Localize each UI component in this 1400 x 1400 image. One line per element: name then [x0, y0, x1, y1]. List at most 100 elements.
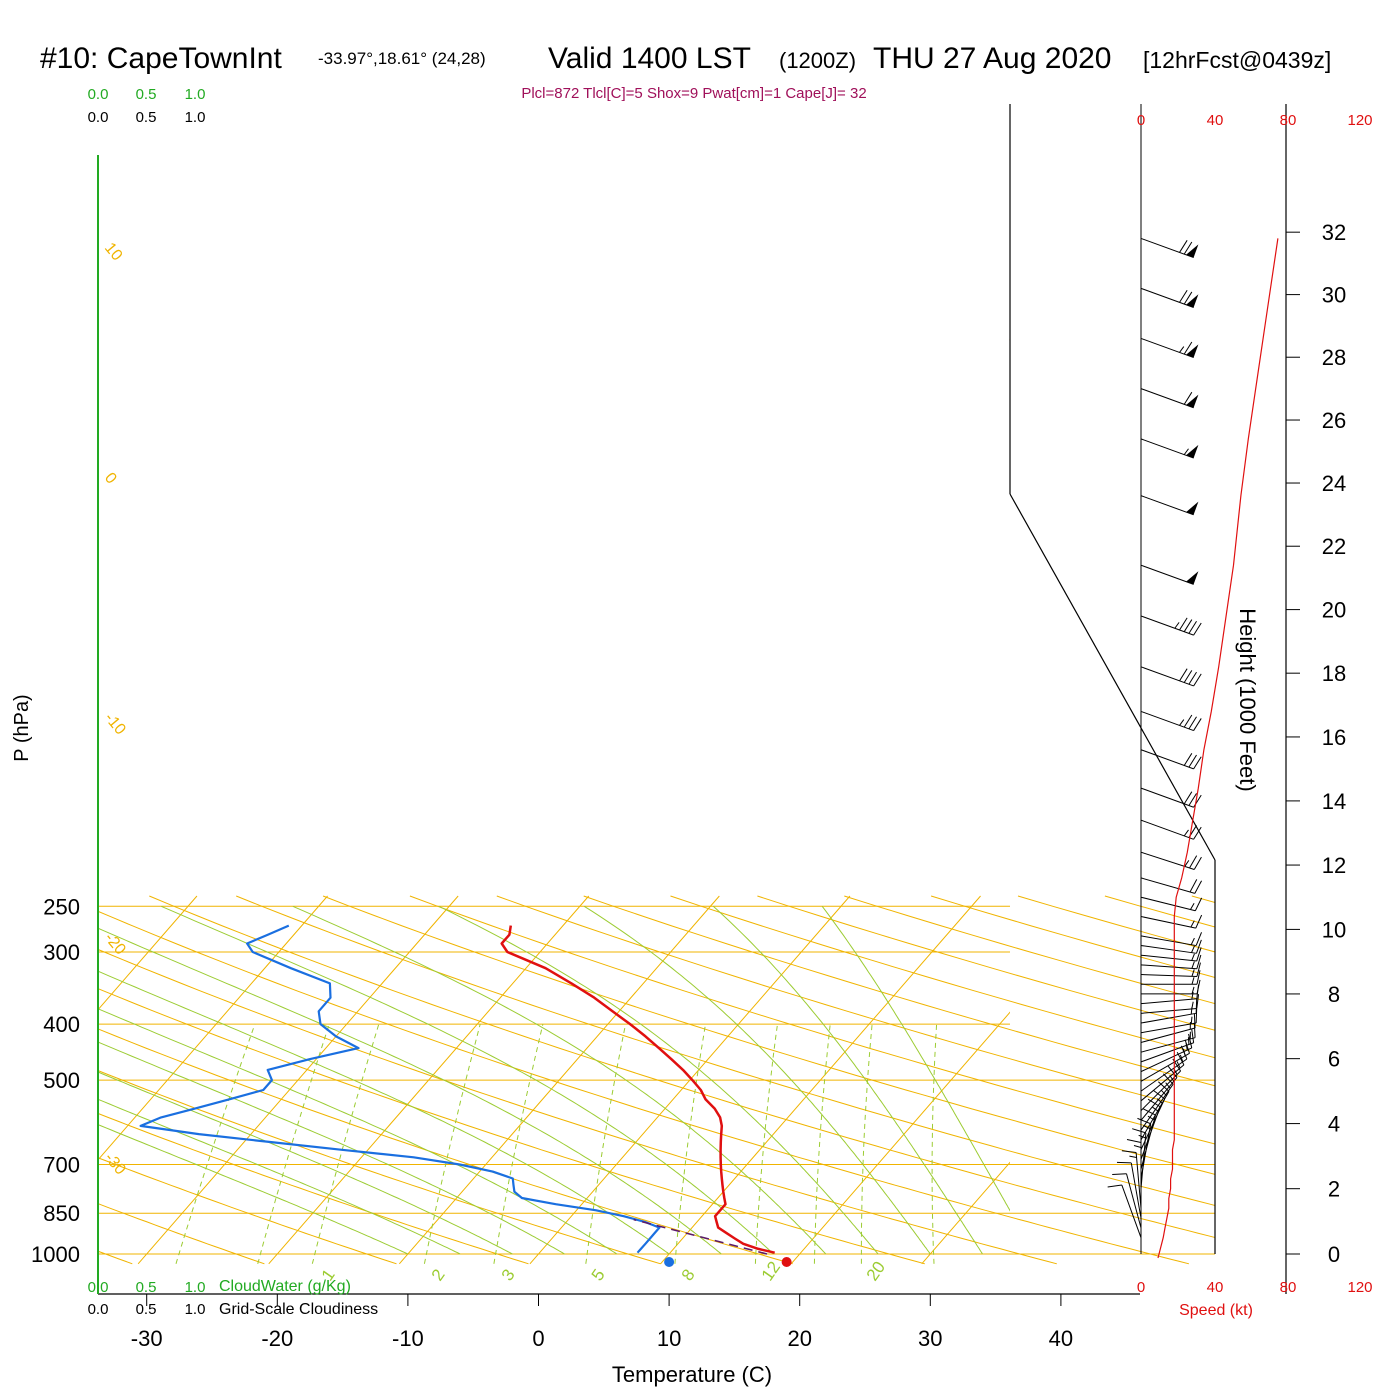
barb-half: [1179, 719, 1185, 726]
stability-indices: Plcl=872 Tlcl[C]=5 Shox=9 Pwat[cm]=1 Cap…: [521, 85, 866, 102]
barb-full: [1179, 617, 1188, 631]
barb-staff: [1140, 1042, 1194, 1063]
cloud-water-label: CloudWater (g/Kg): [219, 1278, 351, 1295]
height-tick-label: 10: [1322, 917, 1346, 942]
barb-half: [1191, 1001, 1194, 1009]
barb-full: [1116, 1161, 1132, 1164]
barb-half: [1190, 937, 1195, 945]
barb-staff: [1140, 666, 1194, 687]
y-tick-label: 700: [43, 1153, 80, 1178]
barb-staff: [1140, 710, 1194, 732]
barb-staff: [1140, 896, 1196, 912]
barb-half: [1187, 1037, 1190, 1045]
barb-full: [1188, 1033, 1193, 1049]
wind-barb: [1140, 388, 1199, 409]
height-tick-label: 4: [1328, 1112, 1340, 1137]
isotherm-lines: 10 0 -10 -20 -30: [98, 240, 1010, 1265]
isotherm-line: [790, 1011, 1010, 1265]
barb-staff: [1140, 945, 1197, 954]
barb-flag: [1186, 501, 1199, 515]
dry-adiabat-line: [496, 895, 1215, 1265]
surface-dewpoint-point: [664, 1257, 675, 1267]
cloudiness-tick: 0.0: [88, 1301, 109, 1318]
wind-barb: [1140, 749, 1202, 770]
dry-adiabat-line: [98, 895, 793, 1265]
barb-full: [1183, 619, 1193, 632]
barb-full: [1188, 754, 1197, 768]
cloudiness-label: Grid-Scale Cloudiness: [219, 1301, 378, 1318]
barb-full: [1183, 791, 1193, 805]
dry-adiabat-line: [149, 895, 1215, 1265]
moist-adiabat-line: [292, 905, 827, 1255]
barb-full: [1196, 970, 1201, 985]
barb-half: [1184, 860, 1190, 867]
barb-half: [1190, 902, 1195, 910]
barb-half: [1133, 1144, 1142, 1148]
barb-full: [1126, 1138, 1142, 1143]
barb-full: [1196, 979, 1201, 995]
x-tick-label: -20: [261, 1326, 293, 1351]
x-tick-label: 0: [532, 1326, 544, 1351]
barb-half: [1191, 961, 1195, 969]
barb-full: [1196, 994, 1200, 1009]
barb-full: [1179, 240, 1188, 253]
wind-barb: [1140, 954, 1202, 970]
mixing-ratio-label: 8: [678, 1266, 699, 1285]
dry-adiabat-line: [98, 895, 529, 1265]
barb-full: [1193, 856, 1202, 870]
dry-adiabat-line: [1279, 896, 1400, 1264]
cloudiness-tick: 0.0: [88, 109, 109, 126]
barb-staff: [1121, 1184, 1142, 1238]
isotherm-line: [98, 895, 328, 1161]
cloud-water-tick: 0.5: [136, 1279, 157, 1296]
wind-barb: [1140, 495, 1199, 516]
chart-header: #10: CapeTownInt -33.97°,18.61° (24,28) …: [40, 42, 1331, 102]
speed-tick-top: 40: [1207, 112, 1224, 129]
wind-barb: [1140, 666, 1202, 687]
wind-barb: [1140, 851, 1202, 870]
barb-staff: [1140, 287, 1194, 308]
mixing-ratio-label: 2: [428, 1266, 449, 1285]
barb-flag: [1186, 394, 1199, 408]
wind-barb: [1140, 1073, 1174, 1131]
barb-half: [1183, 448, 1189, 455]
mixing-ratio-line: [423, 1023, 481, 1264]
speed-tick-top: 0: [1137, 112, 1145, 129]
wind-barb: [1112, 1173, 1142, 1228]
mixing-ratio-line: [754, 1024, 778, 1264]
barb-half: [1165, 1082, 1171, 1089]
cloud-water-tick: 0.0: [88, 86, 109, 103]
barb-full: [1183, 291, 1193, 305]
speed-tick-top: 120: [1347, 112, 1372, 129]
height-axis-title: Height (1000 Feet): [1235, 608, 1260, 791]
isotherm-line: [921, 1161, 1010, 1265]
barb-staff: [1126, 1173, 1142, 1228]
valid-date: THU 27 Aug 2020: [873, 42, 1112, 75]
barb-staff: [1140, 877, 1195, 894]
barb-half: [1191, 986, 1195, 995]
barb-full: [1195, 998, 1198, 1014]
barb-half: [1129, 1155, 1137, 1158]
barb-staff: [1140, 964, 1197, 970]
barb-staff: [1140, 1052, 1190, 1082]
wind-barb: [1140, 896, 1203, 912]
barb-half: [1190, 1016, 1193, 1024]
barb-staff: [1140, 954, 1197, 962]
x-tick-label: 20: [787, 1326, 811, 1351]
barb-half: [1183, 829, 1189, 837]
isotherm-label: 10: [1032, 515, 1067, 550]
barb-full: [1142, 1108, 1156, 1116]
barb-full: [1107, 1184, 1122, 1188]
barb-staff: [1140, 1064, 1185, 1102]
barb-staff: [1140, 615, 1194, 636]
isotherm-line: [398, 895, 720, 1265]
barb-full: [1195, 939, 1202, 954]
moist-adiabat-line: [98, 1041, 565, 1255]
wind-barb: [1140, 939, 1202, 954]
cloud-water-tick: 0.0: [88, 1279, 109, 1296]
barb-half: [1191, 953, 1195, 961]
barb-full: [1137, 1117, 1151, 1125]
cloudiness-tick: 1.0: [185, 1301, 206, 1318]
dewpoint-line: [139, 924, 661, 1254]
